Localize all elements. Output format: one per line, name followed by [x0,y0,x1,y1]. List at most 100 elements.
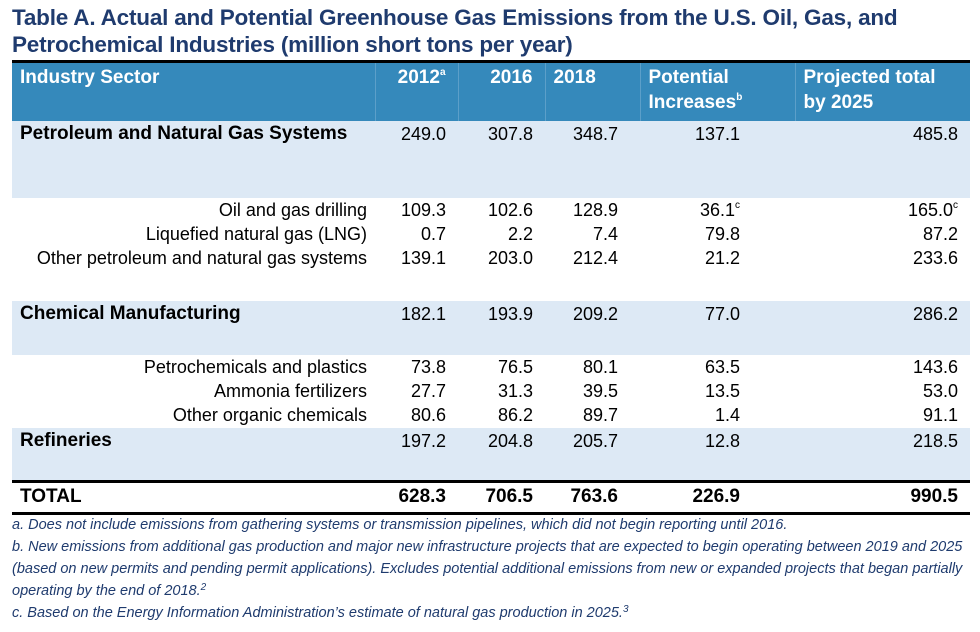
subsector-row: Other organic chemicals 80.6 86.2 89.7 1.4 91… [12,403,970,428]
cell-v2018: 128.9 [545,198,640,222]
cell-value: 21.2 [704,248,740,268]
row-label: Chemical Manufacturing [20,303,241,324]
cell-value: 212.4 [572,248,618,268]
total-row: TOTAL 628.3 706.5 763.6 226.9 990.5 [12,481,970,513]
cell-value: 80.6 [410,405,446,425]
footnote-c: c. Based on the Energy Information Admin… [12,602,972,624]
footnote-ref-b: b [736,92,743,103]
footnote-ref-c: c [735,200,740,211]
row-label: Oil and gas drilling [218,200,367,220]
cell-projected: 53.0 [795,379,970,403]
cell-v2018: 348.7 [545,121,640,198]
cell-value: 182.1 [400,304,446,324]
row-label: Other petroleum and natural gas systems [36,248,367,268]
row-label: Liquefied natural gas (LNG) [145,224,367,244]
cell-potential: 79.8 [640,222,795,246]
footnote-c-ref: 3 [622,604,629,615]
cell-v2012: 80.6 [375,403,458,428]
cell-v2018: 205.7 [545,428,640,481]
cell-value: 1.4 [714,405,740,425]
cell-value: 13.5 [704,381,740,401]
cell-v2016: 706.5 [458,481,545,513]
footnote-a: a. Does not include emissions from gathe… [12,517,788,533]
cell-projected: 233.6 [795,246,970,301]
header-row: Industry Sector 2012a 2016 2018 Potentia… [12,61,970,121]
cell-projected: 87.2 [795,222,970,246]
sector-row: Refineries 197.2 204.8 205.7 12.8 218.5 [12,428,970,481]
sector-row: Petroleum and Natural Gas Systems 249.0 30… [12,121,970,198]
cell-value: 36.1 [699,200,735,220]
cell-value: 7.4 [592,224,618,244]
cell-v2016: 203.0 [458,246,545,301]
cell-v2016: 76.5 [458,355,545,379]
emissions-table: Industry Sector 2012a 2016 2018 Potentia… [12,60,970,515]
subsector-row: Petrochemicals and plastics 73.8 76.5 80.1 6… [12,355,970,379]
cell-projected: 286.2 [795,301,970,355]
cell-v2012: 27.7 [375,379,458,403]
row-label: Other organic chemicals [172,405,367,425]
header-potential-label: Potential Increases [648,67,737,113]
cell-projected: 990.5 [795,481,970,513]
cell-potential: 21.2 [640,246,795,301]
cell-v2018: 763.6 [545,481,640,513]
cell-projected: 143.6 [795,355,970,379]
footnotes: a. Does not include emissions from gathe… [12,514,972,624]
cell-v2016: 86.2 [458,403,545,428]
cell-value: 87.2 [922,224,958,244]
cell-v2016: 102.6 [458,198,545,222]
cell-v2012: 182.1 [375,301,458,355]
footnote-ref-c: c [953,200,958,211]
cell-value: 39.5 [582,381,618,401]
cell-projected: 91.1 [795,403,970,428]
cell-potential: 77.0 [640,301,795,355]
cell-value: 485.8 [912,124,958,144]
cell-value: 77.0 [704,304,740,324]
table-title: Table A. Actual and Potential Greenhouse… [12,5,898,57]
header-potential: Potential Increasesb [640,61,796,121]
sector-row: Chemical Manufacturing 182.1 193.9 209.2 77.… [12,301,970,355]
header-projected: Projected total by 2025 [803,67,936,113]
cell-v2012: 139.1 [375,246,458,301]
cell-value: 139.1 [400,248,446,268]
cell-value: 990.5 [910,485,958,507]
cell-v2012: 109.3 [375,198,458,222]
cell-value: 0.7 [420,224,446,244]
header-2012-label: 2012 [397,67,440,88]
footnote-b: b. New emissions from additional gas pro… [12,536,972,602]
row-label: Petroleum and Natural Gas Systems [20,123,348,144]
cell-value: 165.0 [907,200,953,220]
row-label: Petrochemicals and plastics [143,357,367,377]
cell-value: 205.7 [572,431,618,451]
cell-value: 89.7 [582,405,618,425]
row-label: Refineries [20,430,112,451]
cell-v2018: 212.4 [545,246,640,301]
cell-v2016: 31.3 [458,379,545,403]
cell-v2016: 307.8 [458,121,545,198]
cell-value: 80.1 [582,357,618,377]
subsector-row: Ammonia fertilizers 27.7 31.3 39.5 13.5 53.0 [12,379,970,403]
cell-value: 143.6 [912,357,958,377]
cell-value: 31.3 [497,381,533,401]
header-2016: 2016 [458,61,546,121]
row-label: Ammonia fertilizers [213,381,367,401]
cell-projected: 485.8 [795,121,970,198]
cell-value: 109.3 [400,200,446,220]
cell-value: 233.6 [912,248,958,268]
cell-value: 249.0 [400,124,446,144]
cell-value: 73.8 [410,357,446,377]
cell-v2018: 209.2 [545,301,640,355]
header-sector-label: Industry Sector [20,67,160,88]
cell-potential: 36.1c [640,198,795,222]
cell-value: 628.3 [398,485,446,507]
cell-value: 27.7 [410,381,446,401]
cell-value: 218.5 [912,431,958,451]
cell-value: 307.8 [487,124,533,144]
cell-value: 204.8 [487,431,533,451]
footnote-ref-a: a [439,67,446,78]
cell-value: 2.2 [507,224,533,244]
cell-value: 79.8 [704,224,740,244]
cell-v2012: 197.2 [375,428,458,481]
footnote-b-text: b. New emissions from additional gas pro… [12,539,963,599]
cell-v2012: 249.0 [375,121,458,198]
cell-value: 209.2 [572,304,618,324]
